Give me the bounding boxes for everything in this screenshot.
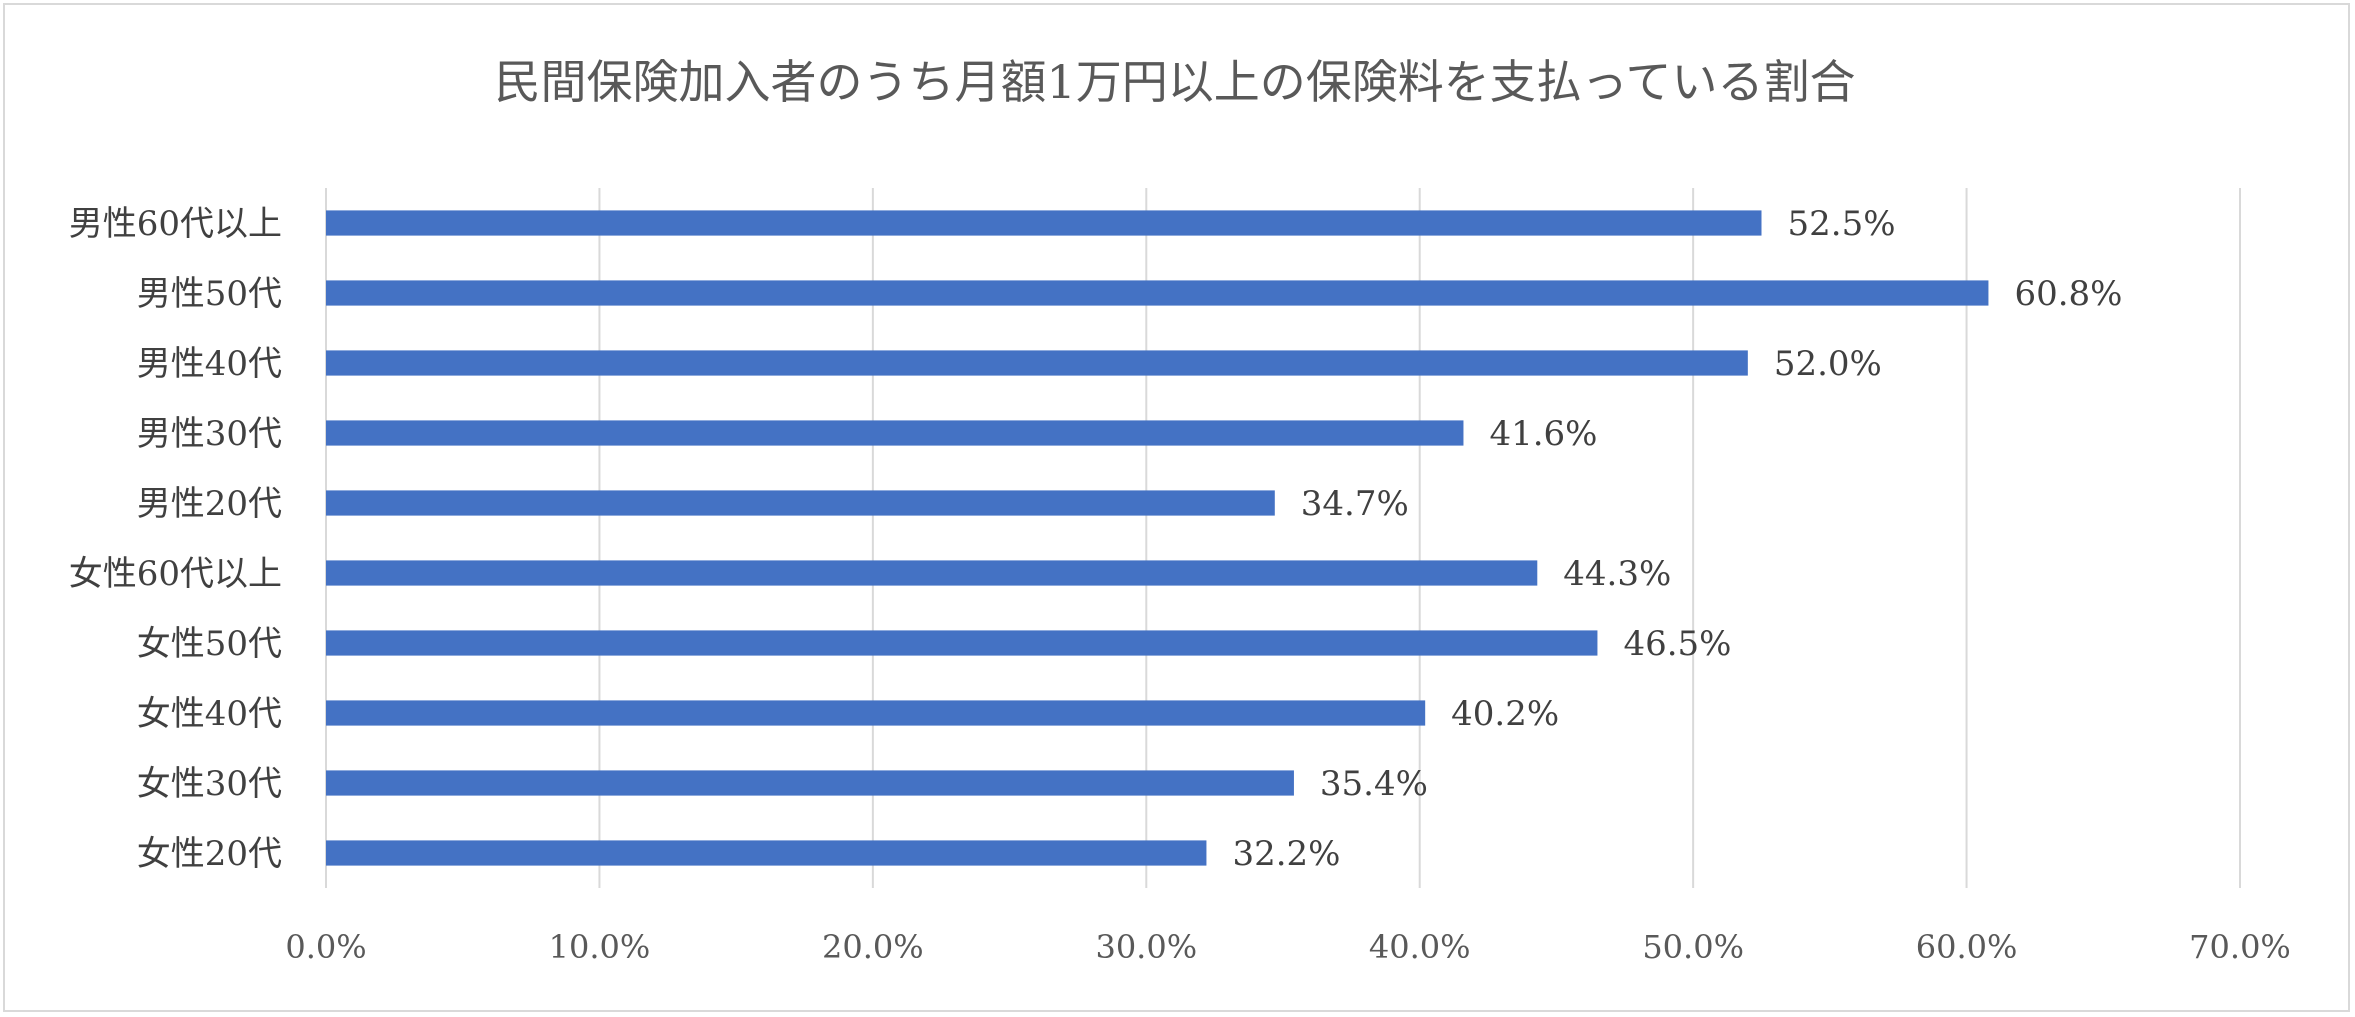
bar [326, 420, 1464, 446]
data-label: 32.2% [1232, 834, 1340, 874]
x-tick-label: 40.0% [1369, 928, 1471, 966]
value-labels: 52.5% 60.8% 52.0% 41.6% 34.7% 44.3% 46.5% 40.2%… [1232, 204, 2122, 874]
x-tick-label: 60.0% [1916, 928, 2018, 966]
x-tick-label: 10.0% [549, 928, 651, 966]
data-label: 46.5% [1623, 624, 1731, 664]
category-label: 男性50代 [137, 274, 282, 314]
bar [326, 630, 1598, 656]
data-label: 52.0% [1774, 344, 1882, 384]
bar [326, 280, 1989, 306]
data-label: 35.4% [1320, 764, 1428, 804]
bar [326, 350, 1748, 376]
bar [326, 770, 1294, 796]
x-tick-label: 20.0% [822, 928, 924, 966]
category-label: 女性60代以上 [69, 554, 282, 594]
data-label: 60.8% [2014, 274, 2122, 314]
category-label: 男性30代 [137, 414, 282, 454]
bar [326, 560, 1538, 586]
data-label: 34.7% [1301, 484, 1409, 524]
data-label: 52.5% [1788, 204, 1896, 244]
data-label: 41.6% [1489, 414, 1597, 454]
category-label: 女性50代 [137, 624, 282, 664]
bars [326, 210, 1989, 866]
category-label: 女性30代 [137, 764, 282, 804]
chart-title: 民間保険加入者のうち月額1万円以上の保険料を支払っている割合 [495, 55, 1856, 109]
x-tick-label: 0.0% [285, 928, 366, 966]
bar [326, 840, 1207, 866]
x-axis-tick-labels: 0.0% 10.0% 20.0% 30.0% 40.0% 50.0% 60.0% 70.0% [285, 928, 2290, 966]
bar [326, 210, 1762, 236]
x-tick-label: 50.0% [1642, 928, 1744, 966]
x-tick-label: 30.0% [1095, 928, 1197, 966]
bar [326, 490, 1275, 516]
category-label: 女性20代 [137, 834, 282, 874]
category-label: 男性20代 [137, 484, 282, 524]
category-label: 男性60代以上 [69, 204, 282, 244]
data-label: 40.2% [1451, 694, 1559, 734]
bar [326, 700, 1426, 726]
category-label: 女性40代 [137, 694, 282, 734]
data-label: 44.3% [1563, 554, 1671, 594]
category-label: 男性40代 [137, 344, 282, 384]
category-labels: 男性60代以上男性50代男性40代男性30代男性20代女性60代以上女性50代女… [69, 204, 282, 874]
x-tick-label: 70.0% [2189, 928, 2291, 966]
